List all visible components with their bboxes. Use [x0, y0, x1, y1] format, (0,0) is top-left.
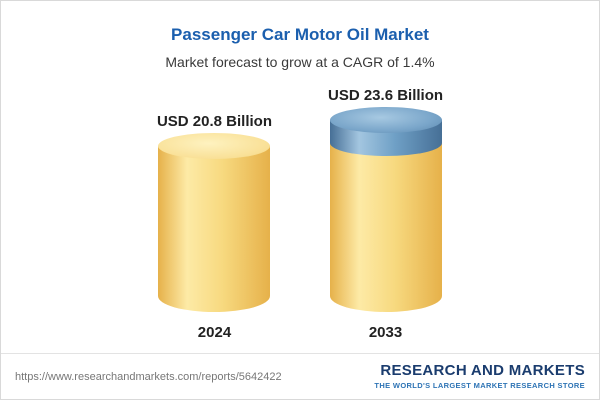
cylinder-body [158, 146, 271, 312]
chart-area: USD 20.8 Billion 2024 USD 23.6 Billion 2… [1, 87, 599, 341]
value-label-2024: USD 20.8 Billion [156, 113, 272, 130]
value-label-2033: USD 23.6 Billion [328, 87, 444, 104]
bar-cylinder-2033 [329, 107, 442, 312]
category-label-2024: 2024 [197, 324, 232, 341]
chart-title: Passenger Car Motor Oil Market [171, 25, 429, 44]
bar-cylinder-2024 [158, 133, 271, 312]
logo-wordmark: RESEARCH AND MARKETS [380, 362, 585, 380]
bar-group-2033: USD 23.6 Billion 2033 [328, 87, 443, 341]
cylinder-top-cap [158, 133, 271, 159]
cylinder-top-cap-blue [329, 107, 442, 133]
footer: https://www.researchandmarkets.com/repor… [1, 353, 599, 399]
research-and-markets-logo: RESEARCH AND MARKETS THE WORLD'S LARGEST… [374, 362, 585, 390]
logo-tagline: THE WORLD'S LARGEST MARKET RESEARCH STOR… [374, 381, 585, 391]
report-url-link[interactable]: https://www.researchandmarkets.com/repor… [15, 370, 282, 383]
chart-subtitle: Market forecast to grow at a CAGR of 1.4… [165, 54, 435, 70]
category-label-2033: 2033 [368, 324, 403, 341]
bar-group-2024: USD 20.8 Billion 2024 [157, 113, 272, 341]
